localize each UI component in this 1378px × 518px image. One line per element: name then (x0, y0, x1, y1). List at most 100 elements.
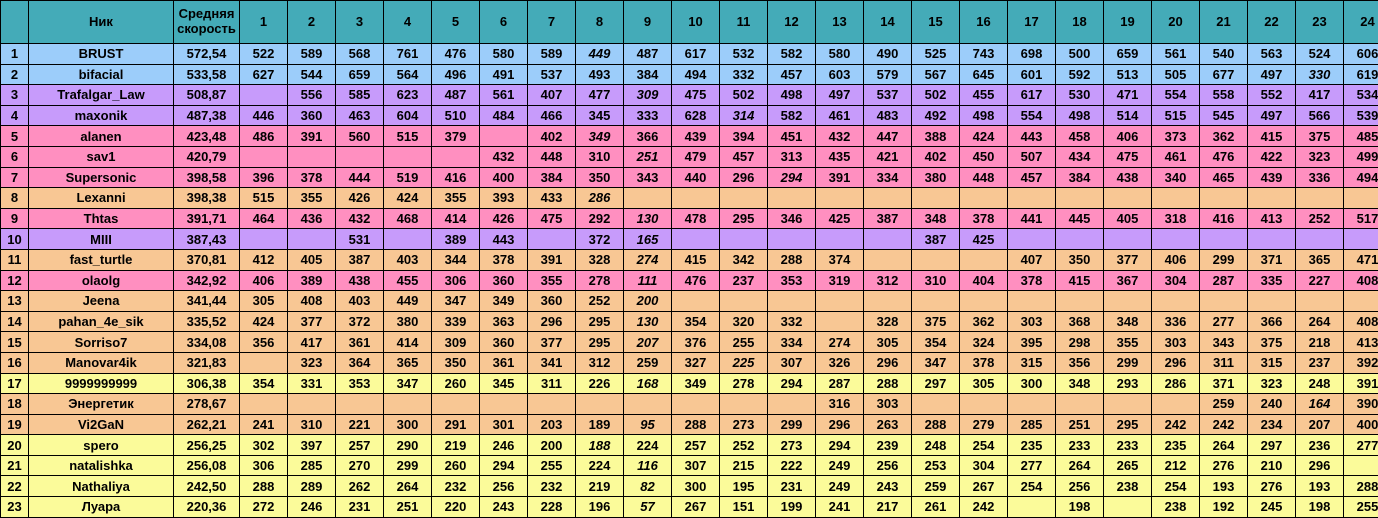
row-nick[interactable]: Энергетик (29, 394, 174, 415)
row-nick[interactable]: pahan_4e_sik (29, 311, 174, 332)
row-nick[interactable]: Lexanni (29, 188, 174, 209)
row-nick[interactable]: Nathaliya (29, 476, 174, 497)
row-nick[interactable]: maxonik (29, 105, 174, 126)
row-value-21: 299 (1200, 249, 1248, 270)
row-value-18: 445 (1056, 208, 1104, 229)
row-value-22: 366 (1248, 311, 1296, 332)
row-value-10: 267 (672, 497, 720, 518)
row-nick[interactable]: MIII (29, 229, 174, 250)
row-value-11: 320 (720, 311, 768, 332)
row-value-20: 296 (1152, 352, 1200, 373)
row-value-18 (1056, 229, 1104, 250)
row-value-22: 413 (1248, 208, 1296, 229)
row-value-7: 232 (528, 476, 576, 497)
row-nick[interactable]: sav1 (29, 146, 174, 167)
row-value-17: 407 (1008, 249, 1056, 270)
row-value-11: 215 (720, 455, 768, 476)
header-round-13: 13 (816, 1, 864, 44)
row-value-15: 502 (912, 85, 960, 106)
row-value-3: 361 (336, 332, 384, 353)
row-value-8: 219 (576, 476, 624, 497)
row-value-23 (1296, 229, 1344, 250)
row-value-20: 554 (1152, 85, 1200, 106)
row-value-6: 361 (480, 352, 528, 373)
row-value-8: 350 (576, 167, 624, 188)
row-value-13: 374 (816, 249, 864, 270)
row-value-7: 466 (528, 105, 576, 126)
row-value-10 (672, 394, 720, 415)
row-value-21: 362 (1200, 126, 1248, 147)
row-value-21: 476 (1200, 146, 1248, 167)
row-nick[interactable]: natalishka (29, 455, 174, 476)
row-value-20: 212 (1152, 455, 1200, 476)
row-value-12: 307 (768, 352, 816, 373)
row-value-2: 378 (288, 167, 336, 188)
row-nick[interactable]: Луара (29, 497, 174, 518)
row-value-4: 604 (384, 105, 432, 126)
row-value-20: 304 (1152, 270, 1200, 291)
row-nick[interactable]: Trafalgar_Law (29, 85, 174, 106)
row-value-9: 333 (624, 105, 672, 126)
row-value-16: 378 (960, 208, 1008, 229)
row-nick[interactable]: Vi2GaN (29, 414, 174, 435)
row-value-8: 286 (576, 188, 624, 209)
row-value-17: 554 (1008, 105, 1056, 126)
row-value-24: 539 (1344, 105, 1378, 126)
row-value-2: 323 (288, 352, 336, 373)
row-value-6: 484 (480, 105, 528, 126)
row-nick[interactable]: fast_turtle (29, 249, 174, 270)
row-nick[interactable]: Thtas (29, 208, 174, 229)
row-nick[interactable]: alanen (29, 126, 174, 147)
row-nick[interactable]: Sorriso7 (29, 332, 174, 353)
row-value-9: 82 (624, 476, 672, 497)
row-nick[interactable]: bifacial (29, 64, 174, 85)
row-value-19: 233 (1104, 435, 1152, 456)
row-value-11: 342 (720, 249, 768, 270)
row-nick[interactable]: olaolg (29, 270, 174, 291)
row-value-14: 243 (864, 476, 912, 497)
row-nick[interactable]: Jeena (29, 291, 174, 312)
row-nick[interactable]: spero (29, 435, 174, 456)
row-nick[interactable]: 9999999999 (29, 373, 174, 394)
row-rank: 9 (1, 208, 29, 229)
row-value-16: 448 (960, 167, 1008, 188)
row-value-24: 517 (1344, 208, 1378, 229)
row-value-19 (1104, 229, 1152, 250)
row-value-23: 237 (1296, 352, 1344, 373)
row-value-3: 426 (336, 188, 384, 209)
row-value-1: 396 (240, 167, 288, 188)
row-value-1 (240, 229, 288, 250)
row-value-12: 294 (768, 167, 816, 188)
row-value-13: 326 (816, 352, 864, 373)
row-value-3: 444 (336, 167, 384, 188)
row-value-11 (720, 291, 768, 312)
row-rank: 17 (1, 373, 29, 394)
row-value-1 (240, 394, 288, 415)
row-value-18: 198 (1056, 497, 1104, 518)
row-value-13: 497 (816, 85, 864, 106)
row-value-24: 277 (1344, 435, 1378, 456)
row-value-15: 253 (912, 455, 960, 476)
row-value-6: 301 (480, 414, 528, 435)
row-average-speed: 342,92 (174, 270, 240, 291)
row-value-9: 309 (624, 85, 672, 106)
row-value-17 (1008, 188, 1056, 209)
row-value-10: 354 (672, 311, 720, 332)
row-value-12: 222 (768, 455, 816, 476)
row-value-16: 304 (960, 455, 1008, 476)
row-value-6: 393 (480, 188, 528, 209)
row-value-16: 254 (960, 435, 1008, 456)
row-value-22 (1248, 229, 1296, 250)
row-nick[interactable]: BRUST (29, 44, 174, 65)
row-value-1 (240, 352, 288, 373)
row-nick[interactable]: Supersonic (29, 167, 174, 188)
row-value-2: 285 (288, 455, 336, 476)
row-value-18: 348 (1056, 373, 1104, 394)
row-value-22: 497 (1248, 64, 1296, 85)
row-value-11: 237 (720, 270, 768, 291)
row-nick[interactable]: Manovar4ik (29, 352, 174, 373)
